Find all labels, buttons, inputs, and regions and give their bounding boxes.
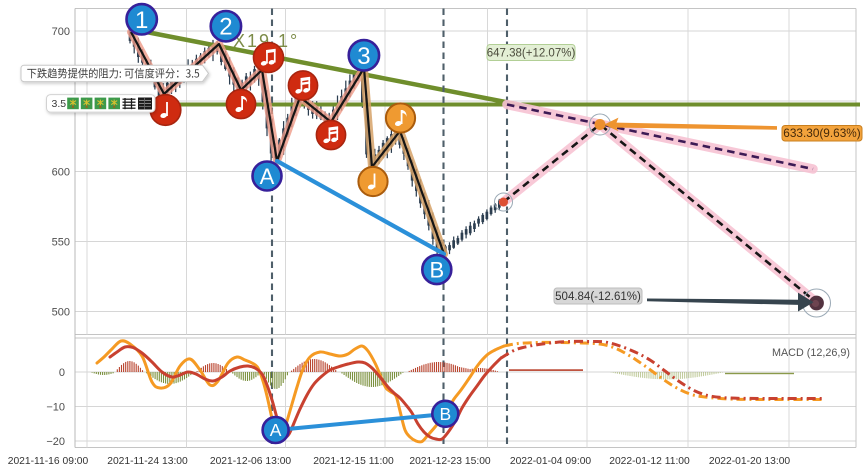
svg-text:−10: −10 (46, 402, 65, 414)
svg-text:550: 550 (52, 236, 70, 248)
svg-text:2021-12-23 15:00: 2021-12-23 15:00 (409, 456, 491, 467)
svg-text:500: 500 (52, 306, 70, 318)
svg-text:3: 3 (357, 43, 370, 70)
svg-text:2022-01-04 09:00: 2022-01-04 09:00 (510, 456, 592, 467)
svg-text:2021-12-06 13:00: 2021-12-06 13:00 (210, 456, 292, 467)
svg-text:2: 2 (219, 14, 232, 41)
svg-text:2021-12-15 11:00: 2021-12-15 11:00 (313, 456, 394, 467)
svg-text:A: A (270, 420, 282, 440)
svg-text:2021-11-24 13:00: 2021-11-24 13:00 (107, 456, 188, 467)
svg-text:2021-11-16 09:00: 2021-11-16 09:00 (8, 456, 89, 467)
svg-text:647.38(+12.07%): 647.38(+12.07%) (487, 47, 576, 59)
svg-text:1: 1 (135, 7, 148, 34)
svg-text:B: B (439, 404, 451, 424)
svg-text:2022-01-20 13:00: 2022-01-20 13:00 (709, 456, 791, 467)
svg-text:633.30(9.63%): 633.30(9.63%) (783, 126, 860, 140)
svg-text:700: 700 (52, 26, 70, 38)
svg-text:X19.1°: X19.1° (233, 31, 299, 51)
svg-text:A: A (260, 164, 275, 189)
svg-text:2022-01-12 11:00: 2022-01-12 11:00 (609, 456, 690, 467)
svg-text:504.84(-12.61%): 504.84(-12.61%) (555, 291, 641, 303)
svg-text:−20: −20 (46, 436, 65, 448)
svg-text:600: 600 (52, 166, 70, 178)
svg-text:B: B (429, 257, 444, 282)
svg-text:0: 0 (59, 367, 65, 379)
svg-text:MACD (12,26,9): MACD (12,26,9) (772, 347, 850, 359)
svg-text:3.5: 3.5 (52, 98, 67, 110)
